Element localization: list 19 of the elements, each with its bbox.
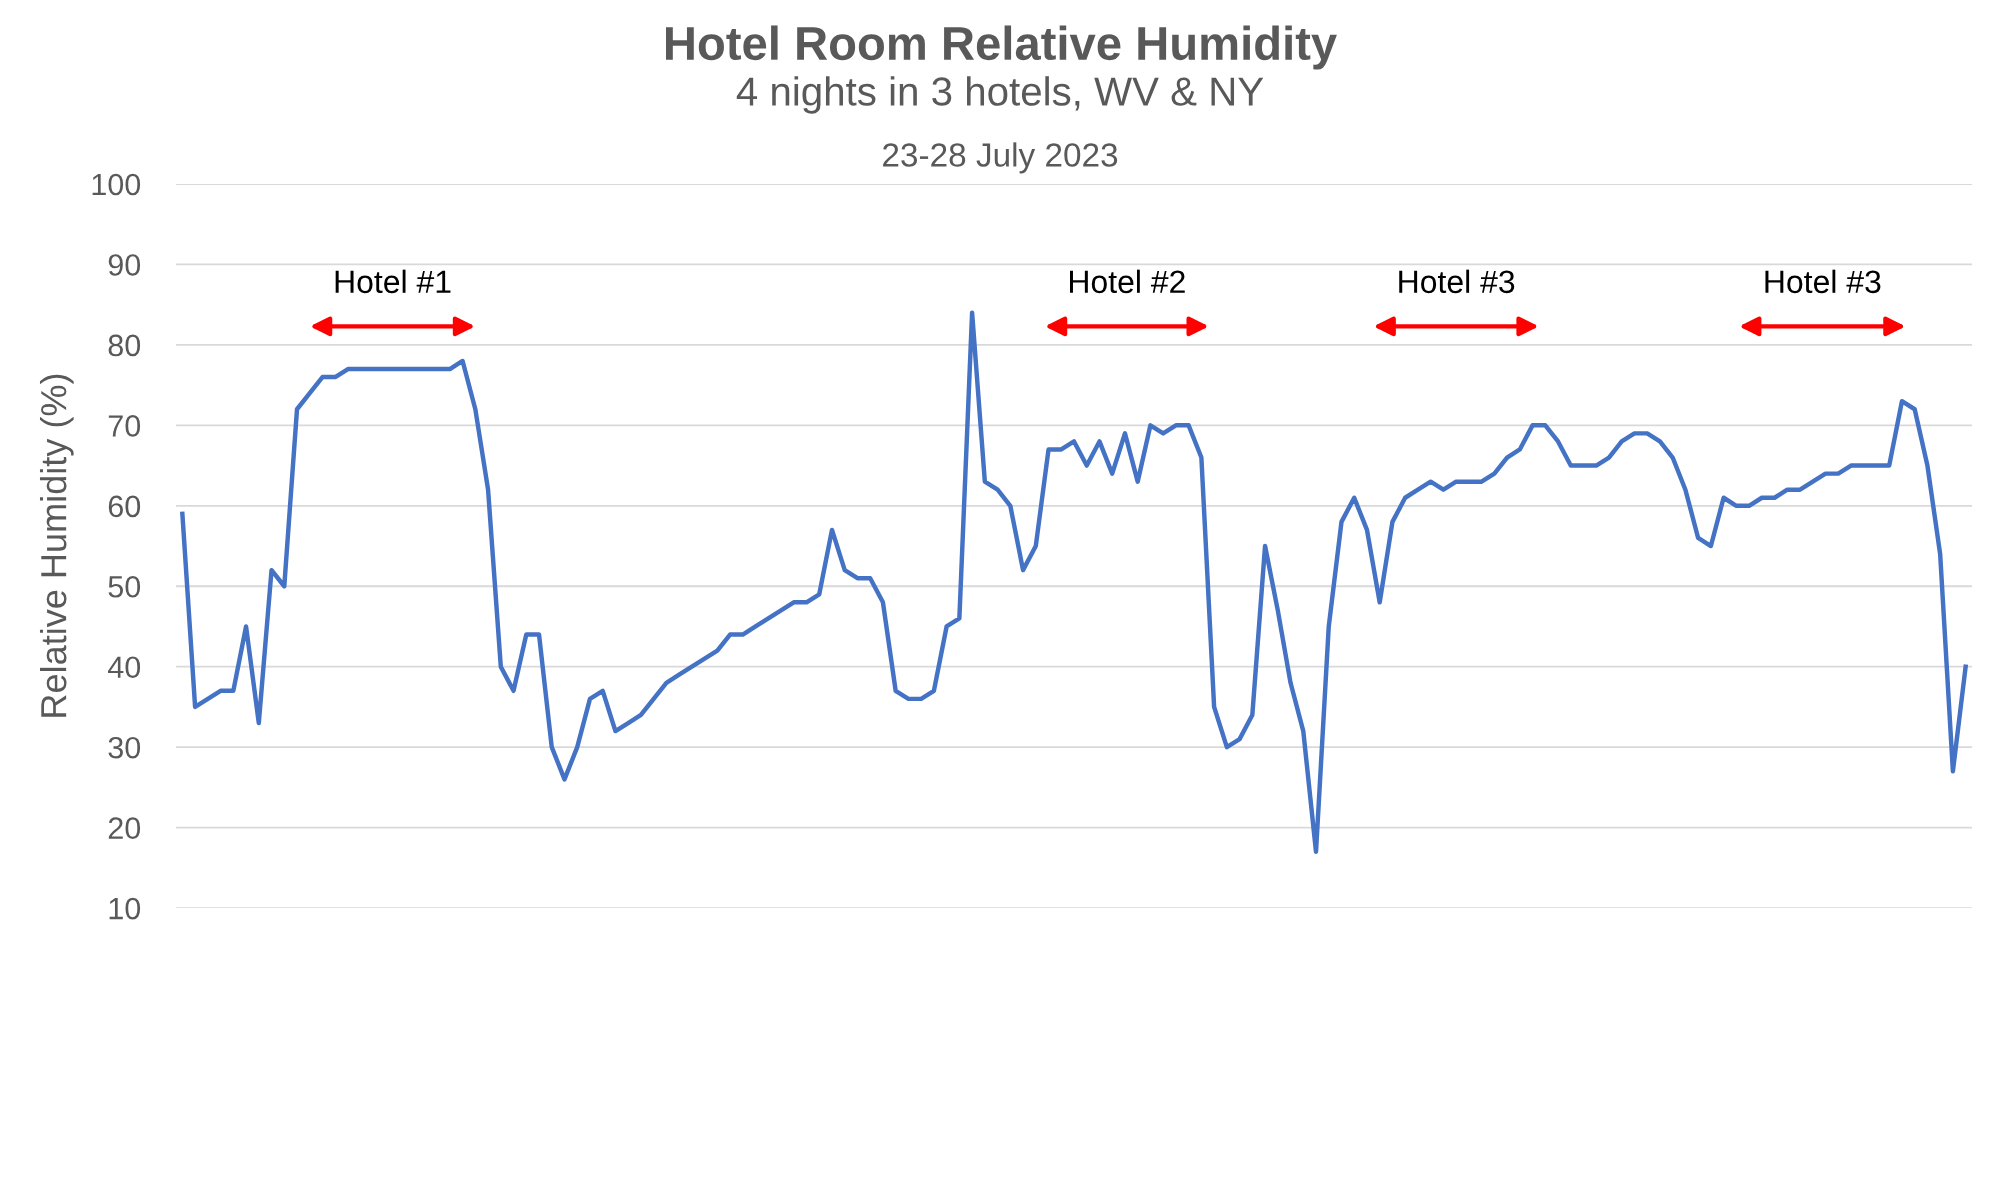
annotation: Hotel #3 (1399, 269, 1515, 294)
chart-subtitle: 4 nights in 3 hotels, WV & NY (736, 76, 1264, 114)
y-axis-title: Relative Humidity (%) (39, 374, 74, 717)
y-tick-label: 90 (108, 254, 141, 276)
y-tick-label: 10 (109, 897, 141, 920)
text: 23-28 July 2023 (883, 142, 1118, 174)
y-tick-label: 40 (108, 656, 141, 679)
annotation: Hotel #1 (335, 269, 451, 294)
y-tick-label: 70 (108, 415, 141, 437)
annotation: Hotel #3 (1765, 269, 1881, 294)
y-tick-label: 100 (92, 173, 141, 196)
y-tick-label: 80 (108, 334, 141, 357)
y-tick-label: 50 (108, 575, 141, 598)
y-tick-label: 60 (108, 495, 141, 518)
annotation: Hotel #2 (1069, 269, 1185, 294)
y-tick-label: 20 (108, 817, 141, 839)
line-series (180, 310, 1968, 854)
y-tick-label: 30 (108, 736, 141, 759)
chart-title: Hotel Room Relative Humidity (666, 25, 1337, 70)
